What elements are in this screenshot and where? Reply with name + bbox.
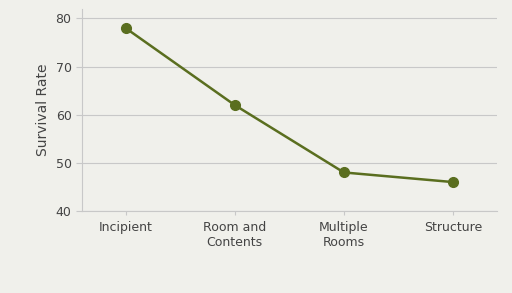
Y-axis label: Survival Rate: Survival Rate	[36, 64, 50, 156]
